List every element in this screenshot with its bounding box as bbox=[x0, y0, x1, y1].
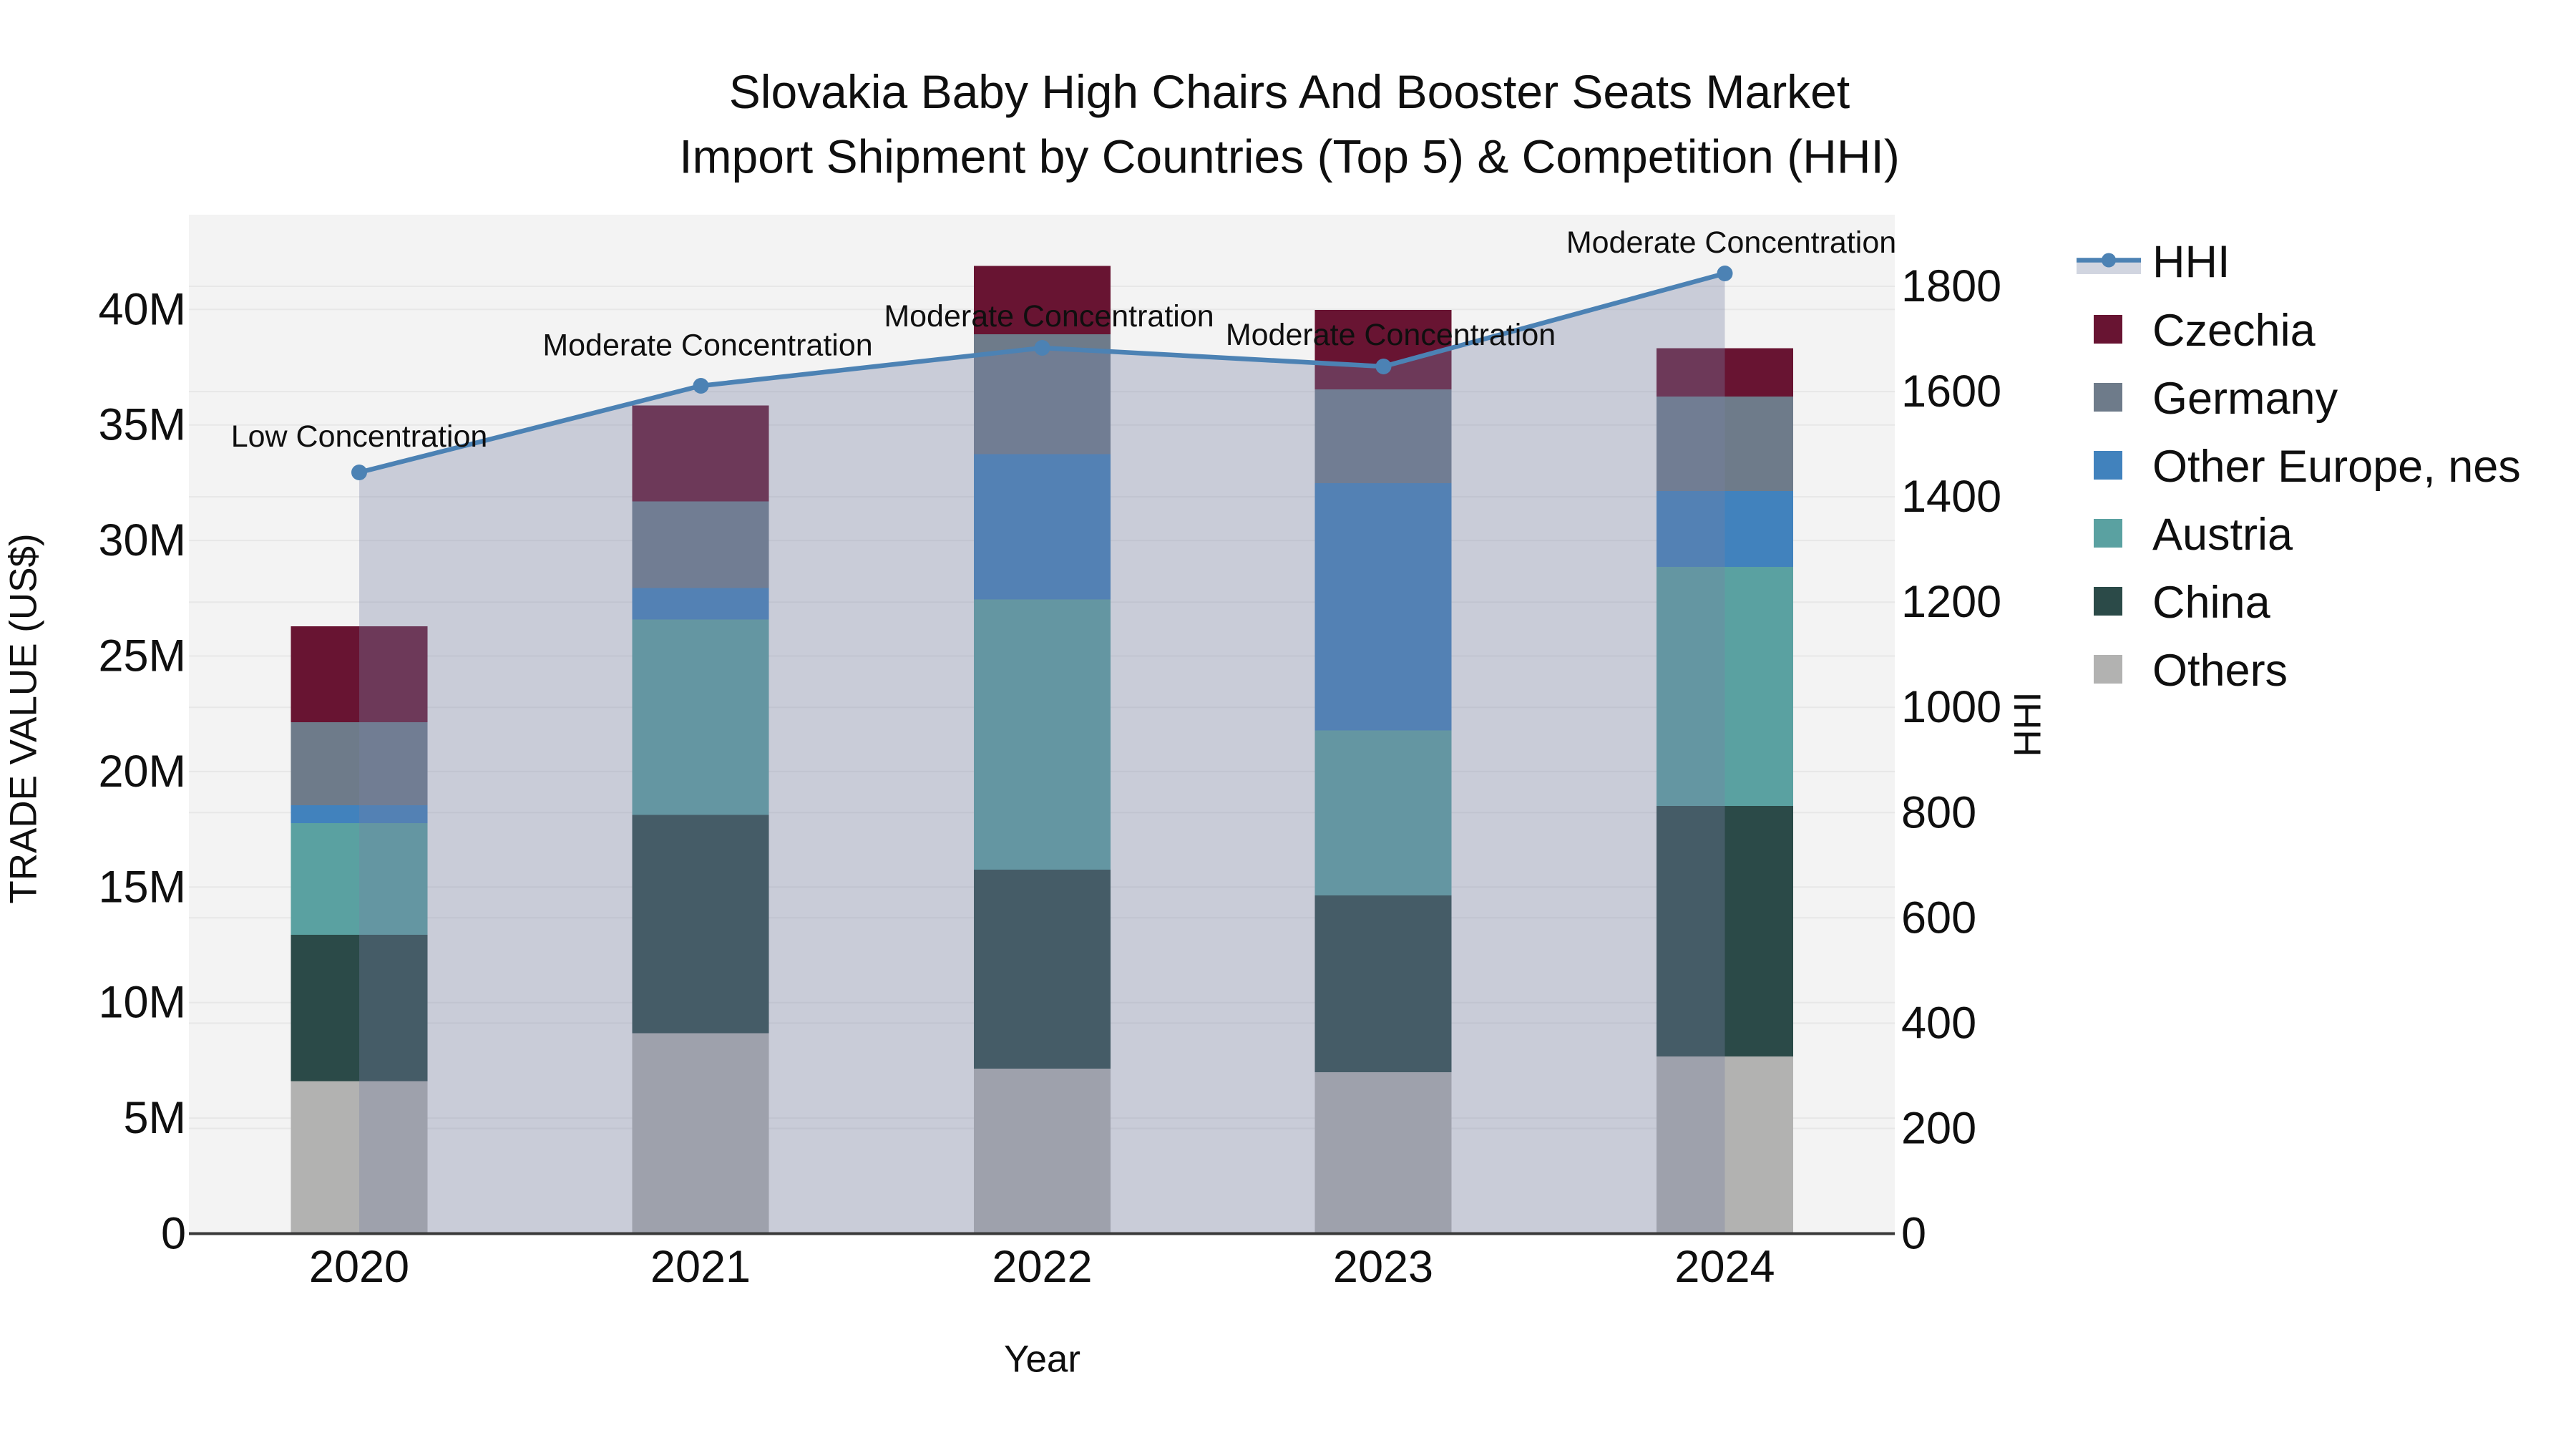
svg-text:HHI: HHI bbox=[2152, 237, 2230, 287]
svg-text:1200: 1200 bbox=[1901, 577, 2001, 627]
svg-text:Slovakia Baby High Chairs And: Slovakia Baby High Chairs And Booster Se… bbox=[729, 65, 1850, 118]
svg-text:TRADE VALUE (US$): TRADE VALUE (US$) bbox=[3, 533, 45, 903]
svg-text:Low Concentration: Low Concentration bbox=[231, 419, 488, 454]
svg-text:1000: 1000 bbox=[1901, 682, 2001, 732]
svg-text:Germany: Germany bbox=[2152, 374, 2338, 424]
svg-text:1400: 1400 bbox=[1901, 472, 2001, 522]
svg-text:Import Shipment by Countries (: Import Shipment by Countries (Top 5) & C… bbox=[679, 130, 1900, 183]
svg-text:30M: 30M bbox=[98, 515, 186, 565]
svg-text:35M: 35M bbox=[98, 400, 186, 450]
svg-text:2024: 2024 bbox=[1674, 1242, 1775, 1292]
svg-text:Others: Others bbox=[2152, 646, 2288, 696]
svg-text:600: 600 bbox=[1901, 893, 1976, 943]
svg-text:40M: 40M bbox=[98, 284, 186, 334]
svg-text:Moderate Concentration: Moderate Concentration bbox=[542, 329, 872, 363]
svg-text:0: 0 bbox=[161, 1209, 186, 1259]
svg-text:25M: 25M bbox=[98, 631, 186, 681]
svg-text:1600: 1600 bbox=[1901, 366, 2001, 417]
svg-text:Other Europe, nes: Other Europe, nes bbox=[2152, 442, 2521, 492]
svg-text:HHI: HHI bbox=[2007, 691, 2049, 757]
svg-text:China: China bbox=[2152, 578, 2271, 628]
svg-text:15M: 15M bbox=[98, 862, 186, 912]
svg-text:2020: 2020 bbox=[309, 1242, 409, 1292]
svg-text:400: 400 bbox=[1901, 998, 1976, 1048]
svg-text:Moderate Concentration: Moderate Concentration bbox=[1226, 318, 1556, 352]
svg-text:Austria: Austria bbox=[2152, 510, 2293, 560]
svg-text:20M: 20M bbox=[98, 747, 186, 797]
svg-text:10M: 10M bbox=[98, 978, 186, 1028]
svg-text:Moderate Concentration: Moderate Concentration bbox=[884, 299, 1214, 334]
svg-text:800: 800 bbox=[1901, 787, 1976, 837]
svg-text:0: 0 bbox=[1901, 1209, 1926, 1259]
svg-text:5M: 5M bbox=[123, 1093, 186, 1143]
svg-text:2023: 2023 bbox=[1333, 1242, 1433, 1292]
svg-text:Czechia: Czechia bbox=[2152, 306, 2316, 356]
svg-text:1800: 1800 bbox=[1901, 261, 2001, 311]
svg-text:2022: 2022 bbox=[992, 1242, 1092, 1292]
svg-text:200: 200 bbox=[1901, 1104, 1976, 1154]
svg-text:Year: Year bbox=[1004, 1338, 1080, 1381]
svg-text:Moderate Concentration: Moderate Concentration bbox=[1566, 225, 1896, 260]
svg-text:2021: 2021 bbox=[650, 1242, 751, 1292]
